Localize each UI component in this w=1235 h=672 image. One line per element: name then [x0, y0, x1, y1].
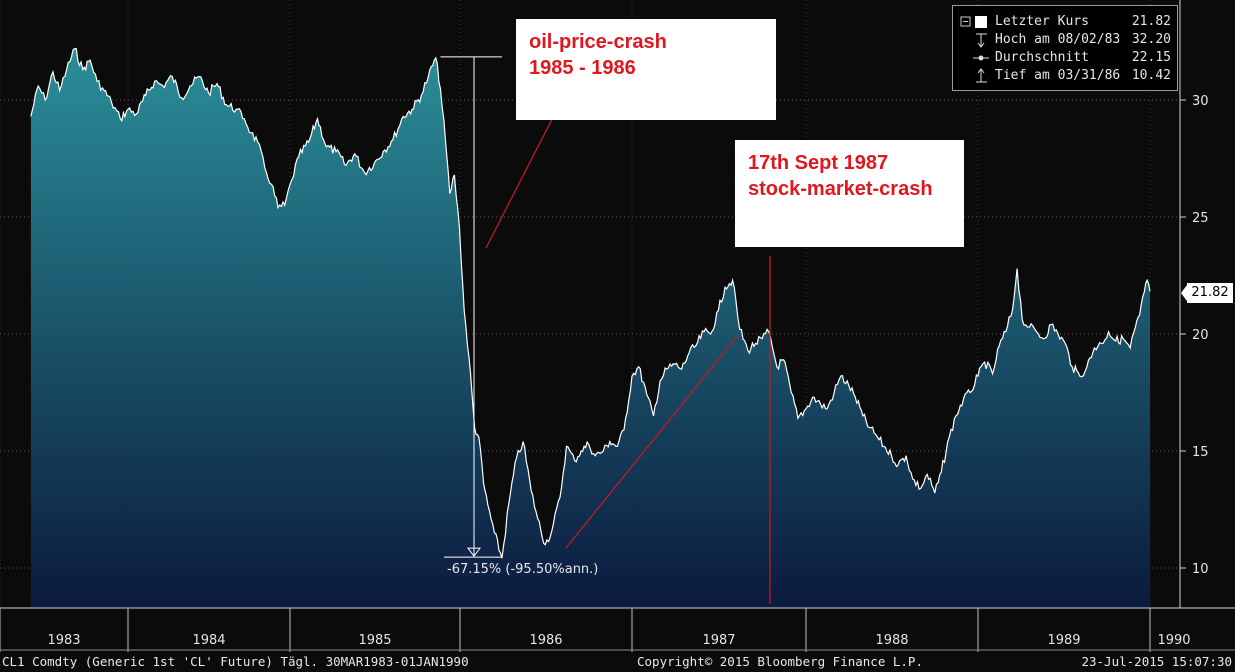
x-tick-label: 1987 [702, 633, 735, 648]
footer-ticker: CL1 Comdty (Generic 1st 'CL' Future) Täg… [2, 654, 469, 669]
annotation-stock-market-crash: 17th Sept 1987 stock-market-crash [735, 140, 964, 247]
annotation-line-1: oil-price-crash [529, 31, 667, 53]
legend-value: 22.15 [1131, 50, 1171, 65]
footer-timestamp: 23-Jul-2015 15:07:30 [1081, 654, 1232, 669]
legend-item-average: Durchschnitt 22.15 [959, 49, 1171, 67]
x-tick-label: 1983 [47, 633, 80, 648]
last-price-pointer [1181, 285, 1187, 301]
x-tick-label: 1986 [529, 633, 562, 648]
legend: Letzter Kurs 21.82 Hoch am 08/02/83 32.2… [952, 5, 1178, 91]
legend-label: Letzter Kurs [995, 14, 1089, 29]
y-tick-label: 10 [1192, 562, 1209, 577]
legend-item-high: Hoch am 08/02/83 32.20 [959, 31, 1171, 49]
y-tick-label: 25 [1192, 211, 1209, 226]
x-tick-label: 1988 [875, 633, 908, 648]
y-tick-label: 15 [1192, 445, 1209, 460]
legend-value: 32.20 [1131, 32, 1171, 47]
annotation-trend-line [565, 334, 739, 549]
price-line [30, 47, 1151, 559]
drawdown-arrow [467, 547, 481, 558]
annotation-line-2: 1985 - 1986 [529, 57, 636, 79]
drawdown-label: -67.15% (-95.50%ann.) [447, 562, 598, 577]
x-tick-label: 1985 [358, 633, 391, 648]
average-marker-icon [959, 49, 993, 67]
footer-copyright: Copyright© 2015 Bloomberg Finance L.P. [637, 654, 923, 669]
legend-label: Hoch am 08/02/83 [995, 32, 1121, 47]
annotation-oil-price-crash: oil-price-crash 1985 - 1986 [516, 19, 776, 120]
high-marker-icon [959, 31, 993, 49]
annotation-line-1: 17th Sept 1987 [748, 152, 889, 174]
x-tick-label: 1990 [1157, 633, 1190, 648]
last-price-label: 21.82 [1187, 283, 1233, 303]
square-icon [959, 13, 993, 31]
legend-label: Durchschnitt [995, 50, 1089, 65]
legend-value: 21.82 [1131, 14, 1171, 29]
y-tick-label: 20 [1192, 328, 1209, 343]
legend-item-last: Letzter Kurs 21.82 [959, 13, 1171, 31]
legend-item-low: Tief am 03/31/86 10.42 [959, 67, 1171, 85]
legend-value: 10.42 [1131, 68, 1171, 83]
x-tick-label: 1984 [192, 633, 225, 648]
price-area [30, 48, 1150, 608]
legend-label: Tief am 03/31/86 [995, 68, 1121, 83]
annotation-line-2: stock-market-crash [748, 178, 933, 200]
low-marker-icon [959, 67, 993, 85]
x-tick-label: 1989 [1047, 633, 1080, 648]
y-tick-label: 30 [1192, 94, 1209, 109]
